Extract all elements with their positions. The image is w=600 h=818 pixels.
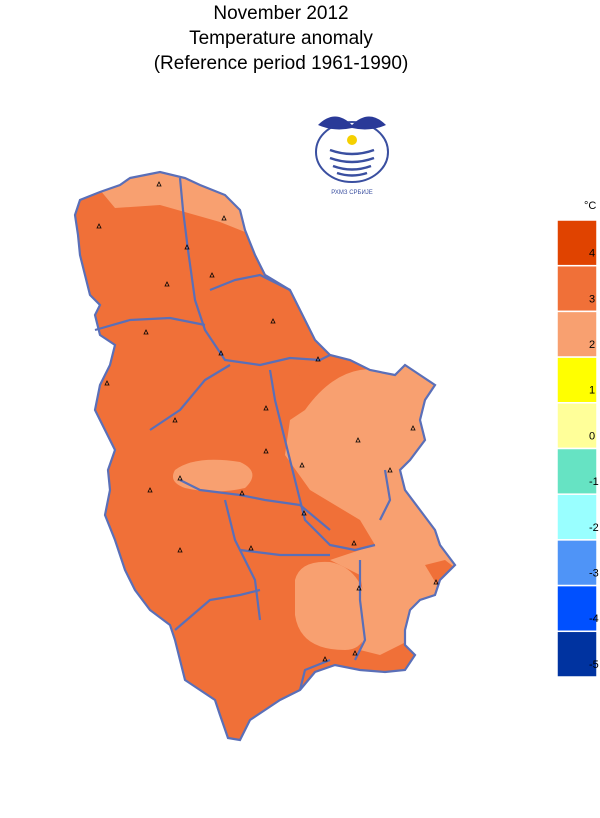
title-line: Temperature anomaly	[189, 28, 373, 49]
legend-tick-label: -3	[589, 568, 599, 580]
legend-tick-label: 2	[589, 339, 595, 351]
legend-tick-label: 3	[589, 293, 595, 305]
title-line: (Reference period 1961-1990)	[154, 53, 409, 74]
logo: РХМЗ СРБИЈЕ	[315, 116, 389, 196]
stations	[96, 181, 439, 662]
legend-unit: °C	[584, 200, 596, 212]
legend-swatch	[556, 356, 598, 404]
legend-tick-label: 1	[589, 385, 595, 397]
legend-swatch	[556, 310, 598, 358]
legend-tick-label: 4	[589, 248, 595, 260]
legend-swatch	[556, 630, 598, 678]
legend-tick-label: -4	[589, 613, 599, 625]
legend-tick-label: -2	[589, 522, 599, 534]
legend-swatch	[556, 264, 598, 313]
map	[75, 172, 455, 740]
legend-swatch	[556, 219, 598, 267]
legend-tick-label: -1	[589, 476, 599, 488]
rivers	[94, 177, 392, 691]
legend-tick-label: 0	[589, 430, 595, 442]
legend-tick-label: -5	[589, 659, 599, 671]
logo-text: РХМЗ СРБИЈЕ	[331, 190, 373, 196]
title-line: November 2012	[213, 3, 348, 24]
legend: °C 4 3 2 1 0 -1 -2 -3 -4 -5	[556, 200, 599, 678]
